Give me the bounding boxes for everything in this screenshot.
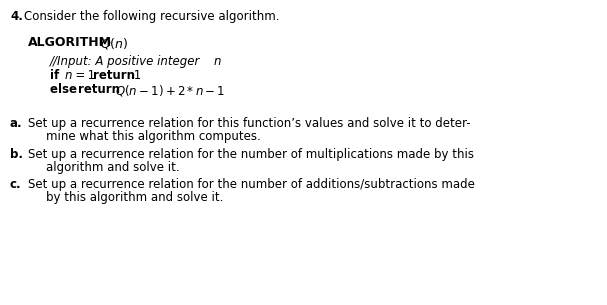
Text: Consider the following recursive algorithm.: Consider the following recursive algorit…: [24, 10, 279, 23]
Text: c.: c.: [10, 178, 22, 191]
Text: Set up a recurrence relation for the number of additions/subtractions made: Set up a recurrence relation for the num…: [28, 178, 475, 191]
Text: else: else: [50, 83, 81, 96]
Text: $n$: $n$: [64, 69, 73, 82]
Text: algorithm and solve it.: algorithm and solve it.: [46, 161, 180, 174]
Text: ALGORITHM: ALGORITHM: [28, 36, 112, 49]
Text: $Q(n)$: $Q(n)$: [100, 36, 129, 51]
Text: Set up a recurrence relation for the number of multiplications made by this: Set up a recurrence relation for the num…: [28, 148, 474, 161]
Text: return: return: [93, 69, 135, 82]
Text: b.: b.: [10, 148, 23, 161]
Text: = 1: = 1: [73, 69, 99, 82]
Text: if: if: [50, 69, 63, 82]
Text: return: return: [78, 83, 124, 96]
Text: 4.: 4.: [10, 10, 23, 23]
Text: by this algorithm and solve it.: by this algorithm and solve it.: [46, 191, 223, 204]
Text: //Input: A positive integer: //Input: A positive integer: [50, 55, 204, 68]
Text: $Q(n-1)+2*n-1$: $Q(n-1)+2*n-1$: [115, 83, 225, 98]
Text: $n$: $n$: [213, 55, 222, 68]
Text: a.: a.: [10, 117, 22, 130]
Text: Set up a recurrence relation for this function’s values and solve it to deter-: Set up a recurrence relation for this fu…: [28, 117, 470, 130]
Text: mine what this algorithm computes.: mine what this algorithm computes.: [46, 130, 261, 143]
Text: 1: 1: [130, 69, 141, 82]
